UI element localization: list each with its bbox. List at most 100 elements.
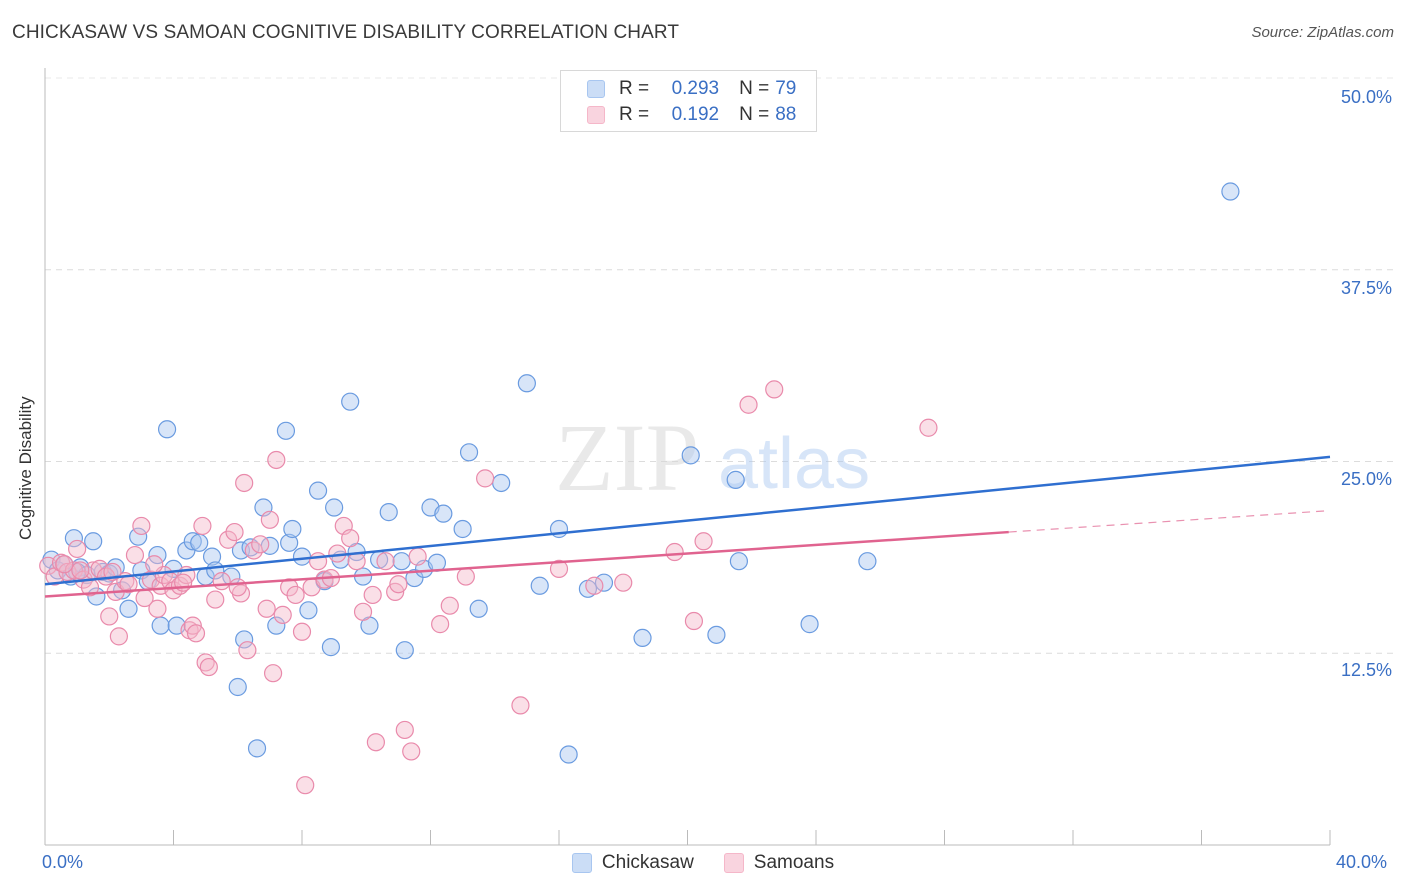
data-point <box>431 615 450 634</box>
data-point <box>299 601 318 620</box>
data-point <box>193 516 212 536</box>
legend-item-chickasaw[interactable]: Chickasaw <box>571 852 694 874</box>
data-point <box>164 581 183 600</box>
watermark: ZIP atlas <box>555 404 870 511</box>
data-point <box>614 573 633 592</box>
data-point <box>800 615 819 634</box>
watermark-atlas: atlas <box>718 424 870 504</box>
data-point <box>199 657 218 677</box>
data-point <box>440 596 459 615</box>
data-point <box>694 532 713 551</box>
data-point <box>257 599 276 618</box>
data-point <box>321 638 341 657</box>
legend-swatch-samoans <box>723 853 744 873</box>
data-point <box>84 532 103 551</box>
data-point <box>119 599 138 618</box>
data-point <box>148 599 167 618</box>
trend-lines <box>44 455 1331 598</box>
data-point <box>206 590 225 609</box>
data-point <box>389 575 408 594</box>
data-point <box>341 392 360 411</box>
legend-label-samoans: Samoans <box>753 852 835 873</box>
data-point <box>292 547 312 566</box>
data-point <box>109 627 128 646</box>
data-point <box>347 552 366 571</box>
data-point <box>238 641 257 660</box>
data-point <box>395 641 414 660</box>
data-point <box>325 498 344 517</box>
legend-stats: R = 0.293 N = 79 R = 0.192 N = 88 <box>560 70 817 132</box>
data-point <box>260 510 279 529</box>
trend-line-extension <box>1008 509 1331 533</box>
legend-r-label: R = <box>619 78 650 99</box>
data-point <box>132 516 151 536</box>
data-point <box>395 720 414 740</box>
data-point <box>235 630 254 649</box>
data-point <box>376 552 395 571</box>
data-point <box>530 576 549 595</box>
legend-r-label: R = <box>619 104 650 125</box>
source-label: Source: ZipAtlas.com <box>1251 24 1394 41</box>
legend-item-samoans[interactable]: Samoans <box>723 852 835 874</box>
legend-label-chickasaw: Chickasaw <box>601 852 694 873</box>
data-point <box>125 545 145 565</box>
x-min-label: 0.0% <box>42 852 84 872</box>
legend-swatch-chickasaw <box>587 80 605 98</box>
data-point <box>157 420 177 439</box>
data-point <box>267 450 286 470</box>
data-point <box>633 628 652 648</box>
data-point <box>684 611 704 631</box>
data-point <box>273 605 292 625</box>
axes <box>44 68 1331 846</box>
legend-swatch-samoans <box>587 106 605 124</box>
data-point <box>308 552 328 571</box>
chart-title: CHICKASAW VS SAMOAN COGNITIVE DISABILITY… <box>12 22 680 43</box>
data-point <box>341 529 360 548</box>
data-point <box>665 542 684 562</box>
data-point <box>151 616 170 635</box>
data-point <box>308 481 328 500</box>
legend-n-label: N = <box>739 104 770 125</box>
trend-line <box>44 530 1009 598</box>
legend-row-samoans: R = 0.192 N = 88 <box>587 103 800 127</box>
data-point <box>263 664 283 683</box>
data-point <box>559 745 578 764</box>
legend-r-value: 0.293 <box>671 78 720 99</box>
data-point <box>765 380 784 399</box>
data-point <box>202 547 222 566</box>
data-point <box>292 622 312 641</box>
data-point <box>235 473 254 493</box>
data-point <box>392 552 411 571</box>
data-point <box>247 739 267 758</box>
data-point <box>453 519 472 539</box>
data-point <box>402 742 421 761</box>
data-point <box>251 535 270 554</box>
data-point <box>1221 182 1240 201</box>
data-point <box>228 578 247 597</box>
legend-swatch-chickasaw <box>571 853 592 873</box>
data-point <box>100 607 119 626</box>
data-point <box>408 547 427 566</box>
data-point <box>919 418 938 437</box>
data-point <box>469 599 488 618</box>
data-point <box>363 585 382 605</box>
legend-row-chickasaw: R = 0.293 N = 79 <box>587 77 800 101</box>
data-point <box>492 473 511 493</box>
data-point <box>476 469 495 488</box>
data-point <box>511 696 530 715</box>
data-point <box>228 677 247 697</box>
data-point <box>64 561 84 580</box>
trend-line <box>44 455 1331 586</box>
y-tick-25: 25.0% <box>1340 469 1392 489</box>
data-point <box>739 395 758 414</box>
legend-n-value: 79 <box>775 78 797 99</box>
data-point <box>353 602 373 621</box>
legend-n-label: N = <box>739 78 770 99</box>
data-point <box>71 561 90 580</box>
data-point <box>68 539 87 559</box>
data-point <box>267 616 286 635</box>
data-point <box>456 567 475 586</box>
data-point <box>585 576 604 595</box>
legend-n-value: 88 <box>775 104 797 125</box>
data-point <box>190 533 209 552</box>
